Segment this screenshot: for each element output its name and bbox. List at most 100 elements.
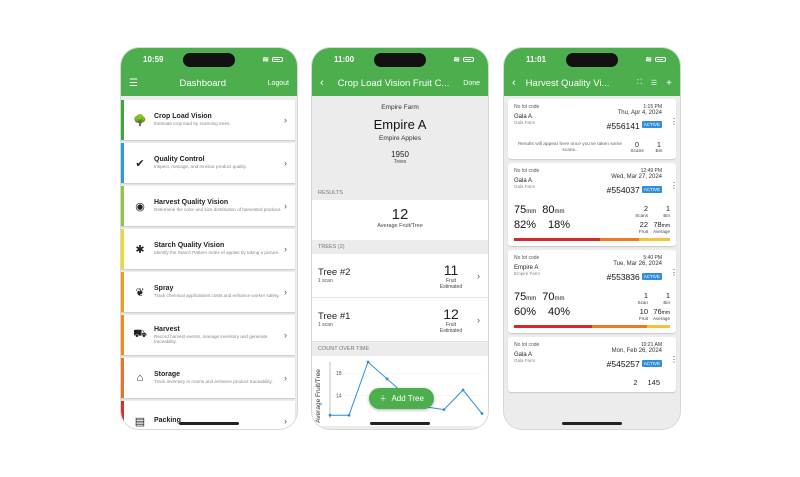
card-id: #553836	[606, 272, 640, 283]
data-point	[442, 408, 446, 411]
scan-session-card[interactable]: No lot code Gala A Gala Farm 12:49 PM We…	[508, 163, 678, 247]
card-meta: 1:15 PM Thu, Apr 4, 2024 #556141 ACTIVE	[607, 104, 670, 134]
tree-list: Tree #2 1 scan 11 Fruit Estimated › Tree…	[312, 254, 488, 342]
scan-session-list: No lot code Gala A Gala Farm 1:15 PM Thu…	[504, 96, 680, 393]
scan-session-card[interactable]: No lot code Gala A Gala Farm 1:15 PM Thu…	[508, 99, 678, 160]
tree-name: Tree #1	[318, 311, 351, 322]
wifi-icon: ≋	[262, 54, 269, 64]
card-lot-info: No lot code Gala A Gala Farm	[514, 342, 607, 372]
module-item[interactable]: ❦ Spray Track chemical applications cost…	[121, 272, 295, 312]
block-name: Empire A	[373, 117, 427, 132]
more-options-icon[interactable]: ⋮	[670, 355, 678, 365]
hamburger-menu-icon[interactable]: ☰	[129, 77, 138, 89]
percent-1: 60%	[514, 306, 537, 319]
module-text: Spray Track chemical applications costs …	[154, 285, 284, 299]
card-meta: 12:49 PM Wed, Mar 27, 2024 #554037 ACTIVE	[607, 168, 670, 198]
module-item[interactable]: ⛟ Harvest Record harvest events, manage …	[121, 315, 295, 355]
card-variety: Gala A	[514, 352, 533, 359]
chart-header: COUNT OVER TIME	[312, 342, 488, 356]
back-chevron-icon[interactable]: ‹	[320, 77, 324, 89]
lot-code: No lot code	[514, 104, 540, 110]
y-tick-label: 18	[336, 371, 342, 377]
trees-header: TREES (2)	[312, 240, 488, 254]
status-badge: ACTIVE	[641, 185, 662, 193]
card-farm: Gala Farm	[514, 184, 536, 190]
bin-value: 1	[665, 291, 670, 301]
more-options-icon[interactable]: ⋮	[670, 181, 678, 191]
status-badge: ACTIVE	[641, 272, 662, 280]
average-fruit-value: 12	[391, 206, 409, 223]
box-icon: ▤	[134, 415, 146, 428]
red-segment	[514, 238, 600, 242]
module-description: Track inventory in rooms and enhance pro…	[154, 379, 273, 385]
scan-session-card[interactable]: No lot code Empire A Empire Farm 5:40 PM…	[508, 250, 678, 334]
chevron-right-icon: ›	[284, 416, 287, 426]
more-options-icon[interactable]: ⋮	[670, 117, 678, 126]
page-title: Harvest Quality Vi...	[525, 77, 610, 89]
page-title: Crop Load Vision Fruit C...	[337, 77, 450, 89]
empty-results: Results will appear here once you've tak…	[514, 142, 670, 154]
list-icon[interactable]: ☰	[650, 80, 658, 87]
nav-bar: ☰ Dashboard Logout	[121, 70, 297, 96]
scan-icon[interactable]: ⛶	[636, 79, 642, 86]
module-item[interactable]: ◉ Harvest Quality Vision Determine the c…	[121, 186, 295, 226]
bin-label: Bin	[663, 300, 670, 306]
status-bar: 10:59 ≋	[121, 48, 297, 70]
dynamic-island	[183, 53, 235, 67]
tree-fruit-count: 12	[443, 305, 459, 322]
lot-code: No lot code	[514, 255, 540, 262]
scan-session-card[interactable]: No lot code Gala A Gala Farm 10:21 AM Mo…	[508, 337, 678, 393]
status-time: 10:59	[143, 54, 164, 64]
card-time: 12:49 PM	[640, 168, 662, 175]
tree-row[interactable]: Tree #2 1 scan 11 Fruit Estimated ›	[312, 254, 488, 298]
module-item[interactable]: 🌳 Crop Load Vision Estimate crop load by…	[121, 100, 295, 140]
module-description: Estimate crop load by scanning trees.	[154, 121, 231, 127]
fruit-label: Fruit	[446, 277, 456, 284]
logout-button[interactable]: Logout	[267, 79, 289, 87]
card-lot-info: No lot code Empire A Empire Farm	[514, 255, 607, 285]
status-icons: ≋	[262, 55, 283, 64]
tree-row[interactable]: Tree #1 1 scan 12 Fruit Estimated ›	[312, 298, 488, 342]
add-tree-label: Add Tree	[391, 394, 424, 403]
module-text: Storage Track inventory in rooms and enh…	[154, 371, 284, 385]
dynamic-island	[566, 53, 618, 67]
y-axis-label: Average Fruit/Tree	[315, 369, 322, 423]
clipboard-check-icon: ✔	[135, 157, 145, 170]
card-variety: Empire A	[514, 265, 539, 272]
data-point	[328, 413, 332, 417]
orange-segment	[592, 325, 647, 329]
fruit-label: Fruit	[638, 229, 648, 235]
bin-value: 1	[665, 204, 670, 214]
module-title: Quality Control	[154, 156, 205, 164]
add-icon[interactable]: +	[666, 77, 672, 89]
add-tree-button[interactable]: ＋ Add Tree	[369, 388, 434, 409]
card-header: No lot code Gala A Gala Farm 10:21 AM Mo…	[514, 342, 670, 372]
nav-bar: ‹ Crop Load Vision Fruit C... Done	[312, 70, 488, 96]
card-date: Thu, Apr 4, 2024	[617, 110, 662, 116]
tree-fruit-count: 11	[443, 261, 459, 278]
home-indicator	[370, 422, 430, 425]
tree-scans: 1 scan	[318, 278, 333, 284]
module-description: Inspect, manage, and monitor product qua…	[154, 164, 247, 170]
done-button[interactable]: Done	[463, 79, 480, 87]
card-variety: Gala A	[514, 178, 533, 185]
yellow-segment	[638, 238, 670, 242]
card-lot-info: No lot code Gala A Gala Farm	[514, 168, 607, 198]
results-panel: 12 Average Fruit/Tree	[312, 200, 488, 240]
module-description: Identify the Starch Pattern Index of app…	[154, 250, 280, 256]
module-item[interactable]: ⌂ Storage Track inventory in rooms and e…	[121, 358, 295, 398]
home-indicator	[562, 422, 622, 425]
scans-value: 2	[643, 204, 648, 214]
home-indicator	[179, 422, 239, 425]
module-item[interactable]: ✱ Starch Quality Vision Identify the Sta…	[121, 229, 295, 269]
status-icons: ≋	[645, 55, 666, 64]
trees-count: 1950	[391, 150, 409, 159]
estimated-label: Estimated	[439, 283, 463, 290]
status-icons: ≋	[453, 55, 474, 64]
card-variety: Gala A	[514, 114, 533, 120]
back-chevron-icon[interactable]: ‹	[512, 77, 516, 89]
module-title: Storage	[154, 371, 181, 379]
module-item[interactable]: ✔ Quality Control Inspect, manage, and m…	[121, 143, 295, 183]
estimated-label: Estimated	[439, 327, 463, 334]
more-options-icon[interactable]: ⋮	[670, 268, 678, 278]
